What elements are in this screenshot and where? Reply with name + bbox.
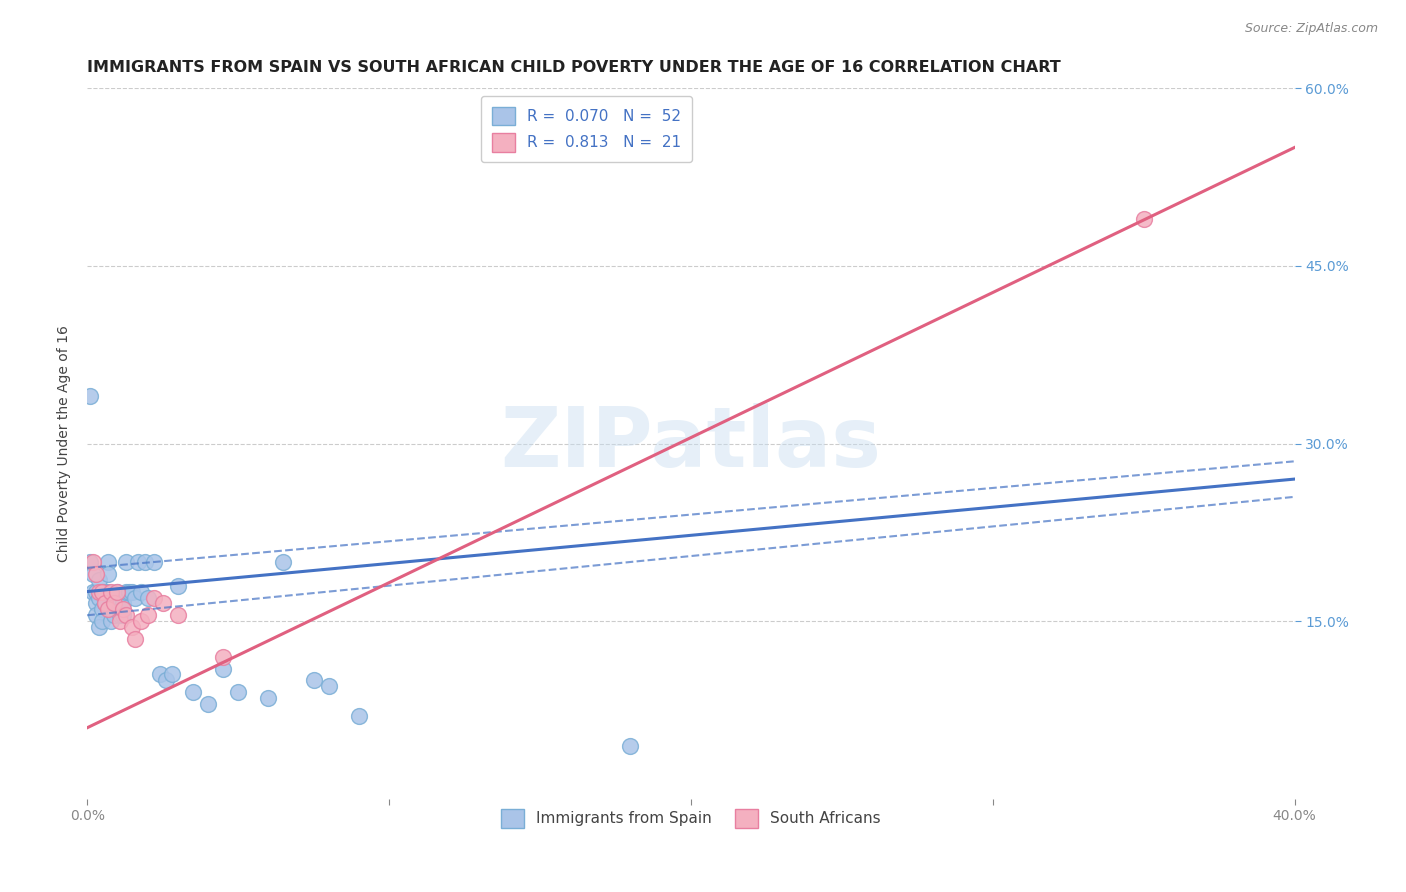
Point xyxy=(115,584,138,599)
Point xyxy=(127,555,149,569)
Point xyxy=(105,584,128,599)
Point xyxy=(197,697,219,711)
Point xyxy=(103,608,125,623)
Point xyxy=(97,602,120,616)
Point xyxy=(97,584,120,599)
Point xyxy=(94,596,117,610)
Point xyxy=(118,584,141,599)
Point xyxy=(124,632,146,646)
Point xyxy=(110,608,132,623)
Point xyxy=(91,584,114,599)
Point xyxy=(82,555,104,569)
Point xyxy=(619,739,641,753)
Text: IMMIGRANTS FROM SPAIN VS SOUTH AFRICAN CHILD POVERTY UNDER THE AGE OF 16 CORRELA: IMMIGRANTS FROM SPAIN VS SOUTH AFRICAN C… xyxy=(87,60,1062,75)
Point xyxy=(91,614,114,628)
Point xyxy=(181,685,204,699)
Point xyxy=(142,555,165,569)
Point xyxy=(100,614,122,628)
Point xyxy=(136,591,159,605)
Point xyxy=(318,679,340,693)
Point xyxy=(105,584,128,599)
Point xyxy=(115,608,138,623)
Point xyxy=(1132,211,1154,226)
Point xyxy=(105,596,128,610)
Point xyxy=(100,602,122,616)
Legend: Immigrants from Spain, South Africans: Immigrants from Spain, South Africans xyxy=(495,803,887,834)
Point xyxy=(112,608,135,623)
Point xyxy=(273,555,295,569)
Point xyxy=(84,596,107,610)
Point xyxy=(212,649,235,664)
Point xyxy=(89,573,111,587)
Point xyxy=(149,667,172,681)
Point xyxy=(115,555,138,569)
Point xyxy=(347,709,370,723)
Point xyxy=(131,614,153,628)
Point xyxy=(212,662,235,676)
Point xyxy=(100,584,122,599)
Point xyxy=(110,596,132,610)
Point xyxy=(84,584,107,599)
Point xyxy=(103,596,125,610)
Point xyxy=(103,602,125,616)
Point xyxy=(226,685,249,699)
Point xyxy=(121,620,143,634)
Point xyxy=(112,596,135,610)
Point xyxy=(94,596,117,610)
Point xyxy=(91,602,114,616)
Point xyxy=(89,620,111,634)
Point xyxy=(94,584,117,599)
Text: ZIPatlas: ZIPatlas xyxy=(501,403,882,484)
Point xyxy=(97,555,120,569)
Point xyxy=(136,608,159,623)
Point xyxy=(112,602,135,616)
Point xyxy=(91,584,114,599)
Point xyxy=(257,691,280,706)
Point xyxy=(79,555,101,569)
Point xyxy=(160,667,183,681)
Point xyxy=(97,566,120,581)
Point xyxy=(84,608,107,623)
Point xyxy=(124,591,146,605)
Point xyxy=(121,584,143,599)
Point xyxy=(82,566,104,581)
Point xyxy=(89,591,111,605)
Point xyxy=(134,555,156,569)
Point xyxy=(110,614,132,628)
Point xyxy=(152,596,174,610)
Point xyxy=(82,584,104,599)
Y-axis label: Child Poverty Under the Age of 16: Child Poverty Under the Age of 16 xyxy=(58,325,72,562)
Point xyxy=(166,608,188,623)
Point xyxy=(131,584,153,599)
Point xyxy=(79,389,101,403)
Point xyxy=(166,579,188,593)
Point xyxy=(302,673,325,688)
Point xyxy=(89,584,111,599)
Text: Source: ZipAtlas.com: Source: ZipAtlas.com xyxy=(1244,22,1378,36)
Point xyxy=(142,591,165,605)
Point xyxy=(84,566,107,581)
Point xyxy=(155,673,177,688)
